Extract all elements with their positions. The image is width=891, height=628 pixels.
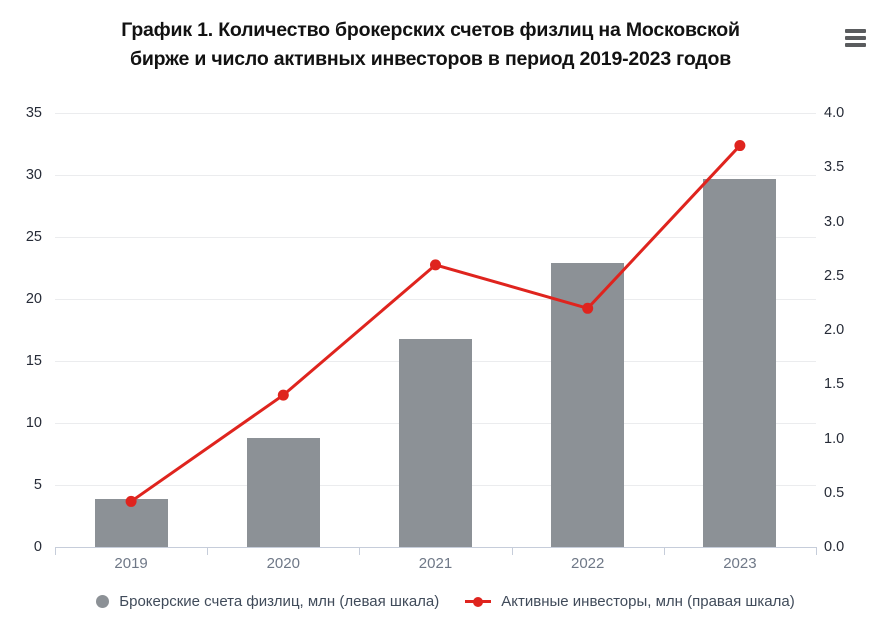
x-axis-tick-1 bbox=[207, 547, 209, 555]
y-axis-tick-label-right-0.5: 0.5 bbox=[824, 484, 845, 501]
chart-title-line1: График 1. Количество брокерских счетов ф… bbox=[121, 19, 740, 41]
x-axis-tick-0 bbox=[55, 547, 56, 555]
x-axis-tick-5 bbox=[816, 547, 817, 555]
bar-2020 bbox=[246, 437, 320, 547]
x-axis-label-2023: 2023 bbox=[723, 555, 757, 572]
bar-2022 bbox=[551, 263, 625, 547]
chart-title: График 1. Количество брокерских счетов ф… bbox=[40, 16, 821, 74]
y-axis-tick-label-right-4.0: 4.0 bbox=[824, 105, 845, 121]
y-axis-tick-label-left-15: 15 bbox=[25, 353, 42, 369]
bar-2019 bbox=[94, 498, 168, 547]
gray-circle-marker-icon bbox=[96, 595, 110, 608]
legend-label-active-investors: Активные инвесторы, млн (правая шкала) bbox=[501, 593, 795, 610]
chart-context-menu-button[interactable] bbox=[845, 27, 869, 49]
legend-item-brokerage-accounts[interactable]: Брокерские счета физлиц, млн (левая шкал… bbox=[96, 593, 439, 610]
legend-label-brokerage-accounts: Брокерские счета физлиц, млн (левая шкал… bbox=[119, 593, 440, 610]
hamburger-icon bbox=[845, 29, 869, 47]
gridline-20 bbox=[55, 298, 816, 300]
y-axis-tick-label-right-3.0: 3.0 bbox=[824, 213, 845, 230]
x-axis-label-2020: 2020 bbox=[266, 555, 300, 572]
line-point-2023 bbox=[734, 140, 746, 152]
x-axis-label-2022: 2022 bbox=[571, 555, 605, 572]
y-axis-tick-label-left-25: 25 bbox=[25, 229, 42, 245]
y-axis-tick-label-right-3.5: 3.5 bbox=[824, 159, 845, 176]
y-axis-tick-label-left-0: 0 bbox=[33, 539, 42, 555]
x-axis-tick-3 bbox=[511, 547, 513, 555]
y-axis-tick-label-left-20: 20 bbox=[25, 291, 42, 307]
x-axis-tick-4 bbox=[663, 547, 665, 555]
bar-2021 bbox=[399, 338, 472, 547]
y-axis-tick-label-right-1.0: 1.0 bbox=[824, 430, 845, 447]
y-axis-tick-label-right-1.5: 1.5 bbox=[824, 376, 845, 393]
y-axis-tick-label-left-10: 10 bbox=[25, 415, 42, 431]
line-point-2021 bbox=[430, 259, 441, 271]
red-line-marker-icon bbox=[465, 595, 492, 608]
y-axis-tick-label-right-0.0: 0.0 bbox=[824, 539, 845, 555]
gridline-30 bbox=[55, 174, 816, 176]
y-axis-tick-label-left-30: 30 bbox=[25, 167, 42, 183]
x-axis-label-2019: 2019 bbox=[114, 555, 148, 572]
legend-item-active-investors[interactable]: Активные инвесторы, млн (правая шкала) bbox=[465, 593, 795, 610]
chart-title-line2: бирже и число активных инвесторов в пери… bbox=[130, 48, 731, 70]
gridline-25 bbox=[55, 236, 816, 238]
y-axis-tick-label-left-5: 5 bbox=[33, 477, 42, 493]
y-axis-tick-label-right-2.5: 2.5 bbox=[824, 267, 845, 284]
y-axis-tick-label-left-35: 35 bbox=[25, 105, 42, 121]
line-point-2020 bbox=[277, 389, 289, 401]
gridline-35 bbox=[55, 112, 816, 114]
x-axis-tick-2 bbox=[359, 547, 361, 555]
x-axis-line bbox=[55, 547, 816, 548]
x-axis-label-2021: 2021 bbox=[418, 555, 453, 572]
y-axis-tick-label-right-2.0: 2.0 bbox=[824, 322, 845, 338]
chart-plot-area: 0 5 10 15 20 25 30 35 0.0 0.5 1.0 1.5 2.0 2.5 3.0 3.5 4.… bbox=[25, 105, 845, 572]
bar-2023 bbox=[703, 178, 777, 547]
chart-legend: Брокерские счета физлиц, млн (левая шкал… bbox=[0, 593, 891, 610]
